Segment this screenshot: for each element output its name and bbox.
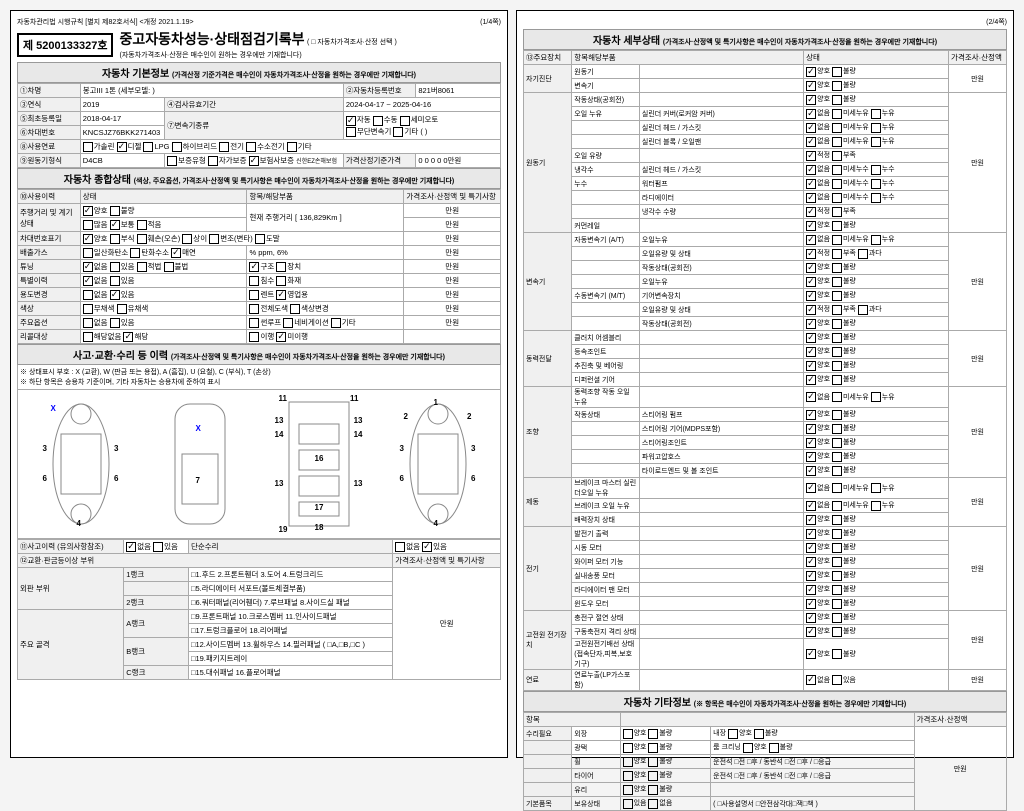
sub-note: (자동차가격조사·산정은 매수인이 원하는 경우에만 기재합니다) bbox=[119, 52, 301, 59]
p2-section1: 자동차 세부상태 (가격조사·산정액 및 특기사항은 매수인이 자동차가격조사·… bbox=[523, 29, 1007, 50]
p2-section2: 자동차 기타정보 (※ 항목은 매수인이 자동차가격조사·산정을 원하는 경우에… bbox=[523, 691, 1007, 712]
section3-header: 사고·교환·수리 등 이력 (가격조사·산정액 및 특기사항은 매수인이 자동차… bbox=[17, 344, 501, 365]
section2-header: 자동차 종합상태 (색상, 주요옵션, 가격조사·산정액 및 특기사항은 매수인… bbox=[17, 168, 501, 189]
header-left: 자동차관리법 시행규칙 [별지 제82호서식] <개정 2021.1.19> bbox=[17, 17, 194, 27]
page-1: 자동차관리법 시행규칙 [별지 제82호서식] <개정 2021.1.19> (1… bbox=[10, 10, 508, 758]
accident-table: ⑪사고이력 (유의사항참조)없음 있음단순수리없음 있음 ⑫교환·판금등이상 부… bbox=[17, 539, 501, 680]
main-title: 중고자동차성능·상태점검기록부 bbox=[119, 31, 304, 47]
basic-info-table: ①차명봉고III 1톤 (세부모델: )②자동차등록번호821버8061 ③연식… bbox=[17, 83, 501, 168]
title-note: ( □ 자동차가격조사·산정 선택 ) bbox=[307, 39, 397, 46]
cert-number: 제 5200133327호 bbox=[17, 33, 113, 57]
car-diagram: X33664 X7 111113131613131718141419 12233… bbox=[17, 390, 501, 539]
section1-header: 자동차 기본정보 (가격산정 기준가격은 매수인이 자동차가격조사·산정을 원하… bbox=[17, 62, 501, 83]
overall-status-table: ⑩사용이력상태항목/해당부품가격조사·산정액 및 특기사항 주행거리 및 계기상… bbox=[17, 189, 501, 344]
page-2: (2/4쪽) 자동차 세부상태 (가격조사·산정액 및 특기사항은 매수인이 자… bbox=[516, 10, 1014, 758]
misc-table: 항목가격조사·산정액 수리필요외장양호 불량내장 양호 불량만원광택양호 불량룸… bbox=[523, 712, 1007, 811]
p2-header-right: (2/4쪽) bbox=[986, 17, 1007, 27]
header-right: (1/4쪽) bbox=[480, 17, 501, 27]
detail-status-table: ⑬주요장치항목해당부품상태가격조사·산정액 자기진단원동기양호 불량 만원변속기… bbox=[523, 50, 1007, 691]
legend1: ※ 상태표시 부호 : X (교환), W (판금 또는 용접), A (흠집)… bbox=[20, 367, 498, 377]
legend2: ※ 하단 항목은 승용차 기준이며, 기타 자동차는 승용차에 준하여 표시 bbox=[20, 377, 498, 387]
